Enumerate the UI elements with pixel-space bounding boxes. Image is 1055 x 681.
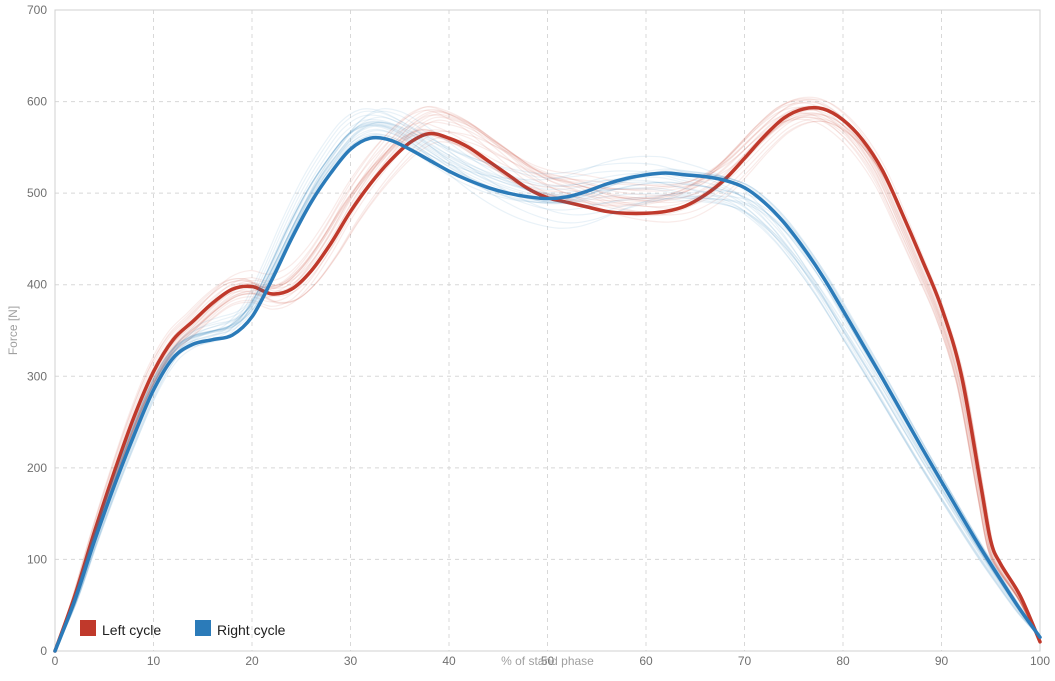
legend-swatch-right [195, 620, 211, 636]
legend-label-right: Right cycle [217, 622, 286, 638]
x-axis-title: % of stand phase [501, 654, 594, 668]
x-tick-label: 30 [344, 654, 358, 668]
force-stand-phase-chart: 0102030405060708090100010020030040050060… [0, 0, 1055, 681]
y-tick-label: 100 [27, 552, 47, 566]
x-tick-label: 20 [245, 654, 259, 668]
x-tick-label: 0 [52, 654, 59, 668]
x-tick-label: 80 [836, 654, 850, 668]
y-tick-label: 300 [27, 369, 47, 383]
legend-swatch-left [80, 620, 96, 636]
y-tick-label: 700 [27, 3, 47, 17]
y-tick-label: 200 [27, 461, 47, 475]
x-tick-label: 60 [639, 654, 653, 668]
y-axis-title: Force [N] [6, 306, 20, 355]
x-tick-label: 70 [738, 654, 752, 668]
y-tick-label: 600 [27, 95, 47, 109]
y-tick-label: 500 [27, 186, 47, 200]
x-tick-label: 100 [1030, 654, 1050, 668]
chart-svg: 0102030405060708090100010020030040050060… [0, 0, 1055, 681]
x-tick-label: 90 [935, 654, 949, 668]
y-tick-label: 0 [40, 644, 47, 658]
y-tick-label: 400 [27, 278, 47, 292]
x-tick-label: 10 [147, 654, 161, 668]
x-tick-label: 40 [442, 654, 456, 668]
legend-label-left: Left cycle [102, 622, 161, 638]
